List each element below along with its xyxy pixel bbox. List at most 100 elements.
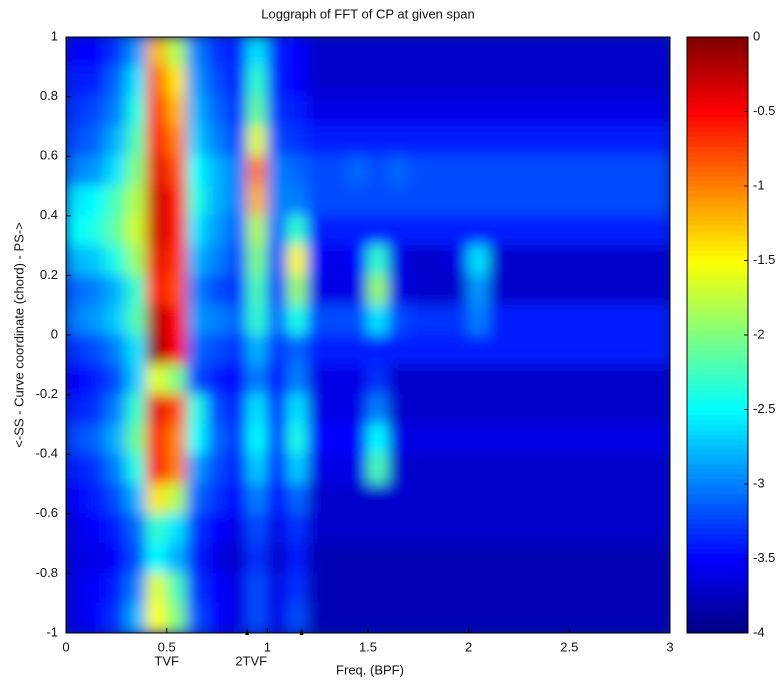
heatmap-cell — [246, 125, 268, 157]
heatmap-cell — [206, 96, 228, 127]
colorbar-swatch — [687, 374, 748, 381]
heatmap-cell — [448, 572, 470, 604]
heatmap-cell — [367, 304, 389, 336]
heatmap-cell — [407, 304, 429, 336]
heatmap-cell — [166, 245, 188, 276]
heatmap-cell — [508, 66, 530, 98]
heatmap-cell — [407, 274, 429, 306]
heatmap-cell — [166, 304, 188, 336]
heatmap-cell — [146, 543, 168, 574]
heatmap-cell — [528, 572, 550, 604]
heatmap-cell — [407, 215, 429, 247]
heatmap-cell — [407, 513, 429, 545]
heatmap-cell — [649, 334, 670, 366]
colorbar-swatch — [687, 41, 748, 48]
heatmap-cell — [286, 334, 309, 366]
heatmap-cell — [548, 304, 570, 336]
heatmap-cell — [649, 155, 670, 187]
heatmap-cell — [166, 334, 188, 366]
heatmap-cell — [448, 215, 470, 247]
colorbar-swatch — [687, 399, 748, 406]
heatmap-cell — [387, 364, 409, 396]
colorbar-swatch — [687, 587, 748, 594]
heatmap-cell — [105, 543, 127, 574]
colorbar-swatch — [687, 602, 748, 609]
heatmap-cell — [307, 304, 329, 336]
colorbar-swatch — [687, 120, 748, 127]
heatmap-cell — [367, 334, 389, 366]
colorbar-swatch — [687, 483, 748, 490]
heatmap-cell — [85, 245, 107, 276]
colorbar-swatch — [687, 354, 748, 361]
heatmap-cell — [427, 274, 450, 306]
heatmap-cell — [468, 185, 490, 217]
heatmap-cell — [347, 394, 369, 425]
heatmap-cell — [588, 602, 611, 633]
colorbar-tick-label: -1.5 — [753, 252, 775, 267]
heatmap-cell — [266, 96, 288, 127]
heatmap-cell — [327, 543, 349, 574]
heatmap-cell — [649, 96, 670, 127]
colorbar-swatch — [687, 299, 748, 306]
heatmap-cell — [367, 37, 389, 68]
heatmap-cell — [508, 453, 530, 485]
heatmap-cell — [125, 334, 148, 366]
heatmap-cell — [327, 245, 349, 276]
heatmap-cell — [548, 483, 570, 515]
colorbar-swatch — [687, 562, 748, 569]
heatmap-cell — [146, 37, 168, 68]
heatmap-cell — [548, 185, 570, 217]
heatmap-cell — [468, 245, 490, 276]
heatmap-cell — [427, 572, 450, 604]
heatmap-cell — [629, 245, 651, 276]
heatmap-cell — [266, 304, 288, 336]
heatmap-cell — [387, 96, 409, 127]
heatmap-cell — [146, 513, 168, 545]
heatmap-cell — [448, 543, 470, 574]
heatmap-cell — [347, 304, 369, 336]
heatmap-cell — [629, 483, 651, 515]
heatmap-cell — [528, 334, 550, 366]
heatmap-cell — [105, 394, 127, 425]
heatmap-cell — [66, 215, 87, 247]
heatmap-cell — [609, 304, 631, 336]
heatmap-cell — [186, 364, 208, 396]
heatmap-cell — [649, 572, 670, 604]
heatmap-cell — [448, 513, 470, 545]
heatmap-cell — [508, 96, 530, 127]
colorbar-swatch — [687, 61, 748, 68]
heatmap-cell — [307, 394, 329, 425]
heatmap-cell — [407, 96, 429, 127]
colorbar-tick-label: -2.5 — [753, 401, 775, 416]
heatmap-cell — [66, 37, 87, 68]
heatmap-cell — [327, 96, 349, 127]
heatmap-cell — [166, 394, 188, 425]
heatmap-cell — [629, 185, 651, 217]
heatmap-cell — [367, 543, 389, 574]
heatmap-cell — [387, 543, 409, 574]
heatmap-cell — [548, 453, 570, 485]
heatmap-cell — [347, 37, 369, 68]
heatmap-cell — [186, 572, 208, 604]
heatmap-cell — [548, 334, 570, 366]
heatmap-cell — [206, 125, 228, 157]
heatmap-cell — [125, 423, 148, 455]
heatmap-cell — [266, 37, 288, 68]
colorbar-swatch — [687, 205, 748, 212]
heatmap-cell — [286, 364, 309, 396]
annotation: TVF — [154, 653, 179, 668]
heatmap-cell — [105, 572, 127, 604]
heatmap-cell — [85, 274, 107, 306]
heatmap-cell — [508, 125, 530, 157]
colorbar-swatch — [687, 210, 748, 217]
colorbar-swatch — [687, 523, 748, 530]
heatmap-cell — [246, 66, 268, 98]
heatmap-cell — [327, 453, 349, 485]
heatmap-cell — [146, 185, 168, 217]
heatmap-cell — [166, 572, 188, 604]
colorbar-swatch — [687, 46, 748, 53]
heatmap-cell — [609, 423, 631, 455]
heatmap-cell — [125, 483, 148, 515]
heatmap-cell — [568, 364, 590, 396]
heatmap-cell — [548, 245, 570, 276]
